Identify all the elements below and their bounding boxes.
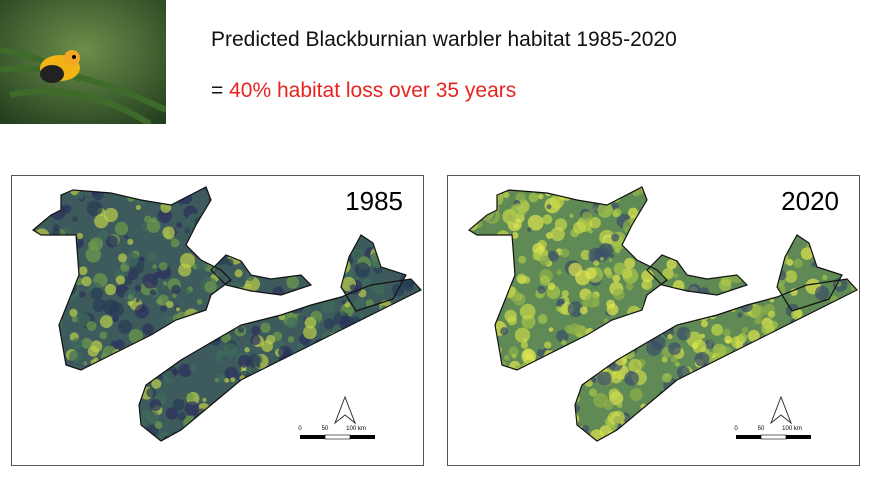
scale-label: 0 [734, 426, 738, 432]
coastline [467, 186, 668, 371]
north-arrow [769, 395, 793, 425]
scale-label: 0 [298, 426, 302, 432]
bird-photo [0, 0, 166, 124]
equals: = [211, 79, 224, 102]
scale-label: 100 km [782, 426, 802, 432]
scale-bar [350, 435, 375, 439]
map-panel: 2020 0 50 100 km [447, 175, 860, 466]
scale-label: 50 [758, 426, 765, 432]
year-label: 2020 [781, 186, 839, 216]
coastline [31, 186, 232, 371]
map-panel: 1985 0 50 100 km [11, 175, 424, 466]
title: Predicted Blackburnian warbler habitat 1… [211, 28, 677, 51]
subtitle: = 40% habitat loss over 35 years [211, 79, 516, 103]
scale-bar [300, 435, 325, 439]
coastline [210, 254, 313, 296]
north-arrow [333, 395, 357, 425]
scale-bar [324, 434, 351, 440]
scale-bar [760, 434, 787, 440]
scale-bar [736, 435, 761, 439]
coastline [574, 278, 858, 442]
habitat-loss: 40% habitat loss over 35 years [229, 79, 517, 102]
scale-bar [786, 435, 811, 439]
coastline [646, 254, 749, 296]
coastline [138, 278, 422, 442]
scale-label: 50 [322, 426, 329, 432]
coastline [340, 234, 407, 312]
scale-label: 100 km [346, 426, 366, 432]
year-label: 1985 [345, 186, 403, 216]
coastline [776, 234, 843, 312]
